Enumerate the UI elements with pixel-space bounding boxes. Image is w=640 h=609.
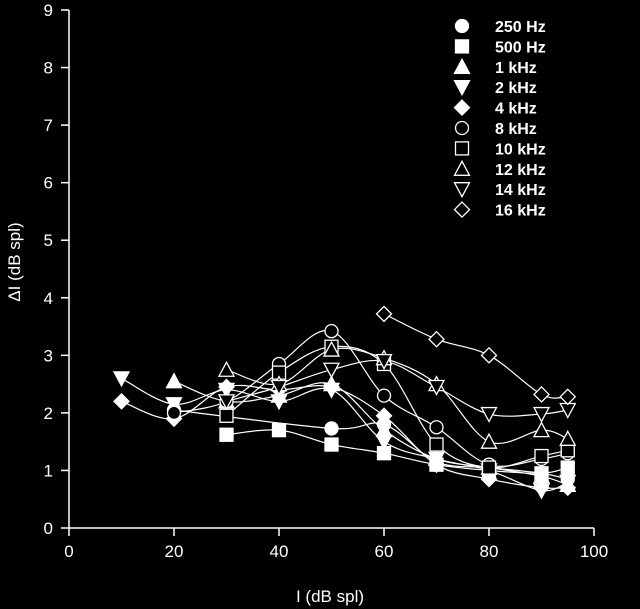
data-point-7 xyxy=(217,360,236,377)
data-point-5 xyxy=(166,405,182,421)
legend-label-4: 4 kHz xyxy=(495,101,537,118)
data-point-4 xyxy=(480,470,498,488)
axes: 0 20 40 60 80 100 0 1 2 3 4 5 6 7 8 9 xyxy=(44,1,609,561)
series-line-4 xyxy=(121,384,568,489)
legend-marker-0 xyxy=(454,18,470,34)
x-tick-label: 60 xyxy=(375,542,394,561)
y-tick-label: 8 xyxy=(44,59,53,78)
x-tick-label: 40 xyxy=(270,542,289,561)
legend-label-9: 16 kHz xyxy=(495,203,546,220)
data-point-3 xyxy=(112,371,131,388)
legend-marker-1 xyxy=(454,39,470,54)
legend-marker-8 xyxy=(453,182,471,199)
data-point-0 xyxy=(324,421,339,436)
y-tick-label: 7 xyxy=(44,116,53,135)
x-tick-label: 100 xyxy=(580,542,608,561)
legend-label-1: 500 Hz xyxy=(495,39,546,56)
y-axis-title: ΔI (dB spl) xyxy=(5,222,24,301)
legend-label-7: 12 kHz xyxy=(495,162,546,179)
series-line-3 xyxy=(121,377,568,492)
data-point-9 xyxy=(533,386,550,403)
y-tick-label: 3 xyxy=(44,346,53,365)
data-point-8 xyxy=(270,379,288,396)
legend-marker-6 xyxy=(454,141,470,156)
data-point-4 xyxy=(113,392,130,410)
data-point-9 xyxy=(480,346,498,364)
y-tick-label: 9 xyxy=(44,1,53,20)
legend-label-3: 2 kHz xyxy=(495,80,537,97)
data-point-9 xyxy=(375,305,393,323)
data-point-8 xyxy=(480,406,498,423)
data-point-3 xyxy=(375,434,393,451)
data-point-4 xyxy=(533,479,550,497)
legend-label-6: 10 kHz xyxy=(495,141,546,158)
legend-marker-2 xyxy=(453,57,471,74)
legend-marker-9 xyxy=(453,201,471,219)
data-point-4 xyxy=(375,407,393,425)
data-point-1 xyxy=(560,460,575,475)
data-point-5 xyxy=(429,420,444,435)
data-point-7 xyxy=(322,340,341,357)
legend-label-2: 1 kHz xyxy=(495,60,537,77)
data-point-3 xyxy=(165,397,183,414)
data-point-9 xyxy=(559,388,577,406)
data-point-6 xyxy=(481,460,497,475)
y-tick-label: 1 xyxy=(44,461,53,480)
data-point-8 xyxy=(532,406,551,423)
data-point-6 xyxy=(534,448,549,464)
data-point-8 xyxy=(322,362,341,379)
data-point-4 xyxy=(559,479,577,497)
legend-label-8: 14 kHz xyxy=(495,182,546,199)
data-point-6 xyxy=(429,437,444,452)
data-point-8 xyxy=(217,394,236,411)
data-point-5 xyxy=(324,324,339,339)
legend-marker-3 xyxy=(453,80,471,97)
legend-marker-7 xyxy=(453,159,471,176)
y-tick-label: 6 xyxy=(44,174,53,193)
series-markers xyxy=(112,305,577,500)
data-point-1 xyxy=(219,427,234,442)
legend-marker-4 xyxy=(453,99,471,117)
legend-marker-5 xyxy=(454,120,470,136)
y-tick-label: 4 xyxy=(44,289,53,308)
data-point-2 xyxy=(165,372,183,389)
y-tick-label: 5 xyxy=(44,231,53,250)
y-tick-label: 0 xyxy=(44,519,53,538)
y-tick-label: 2 xyxy=(44,404,53,423)
data-point-4 xyxy=(428,456,445,474)
data-point-9 xyxy=(428,330,445,348)
data-point-1 xyxy=(324,437,339,452)
x-axis-title: I (dB spl) xyxy=(296,587,364,606)
legend: 250 Hz 500 Hz 1 kHz 2 kHz 4 kHz 8 kHz 10 kHz 12… xyxy=(453,18,546,220)
x-tick-label: 20 xyxy=(165,542,184,561)
data-point-6 xyxy=(219,408,234,423)
data-point-7 xyxy=(559,429,577,446)
legend-label-5: 8 kHz xyxy=(495,121,537,138)
data-point-7 xyxy=(480,432,498,449)
data-point-8 xyxy=(427,379,446,396)
data-point-1 xyxy=(271,423,287,438)
x-tick-label: 0 xyxy=(64,542,73,561)
data-point-8 xyxy=(375,353,393,370)
data-point-4 xyxy=(323,378,340,396)
data-point-5 xyxy=(376,388,392,403)
data-point-7 xyxy=(532,421,551,438)
x-tick-label: 80 xyxy=(480,542,499,561)
legend-label-0: 250 Hz xyxy=(495,19,546,36)
